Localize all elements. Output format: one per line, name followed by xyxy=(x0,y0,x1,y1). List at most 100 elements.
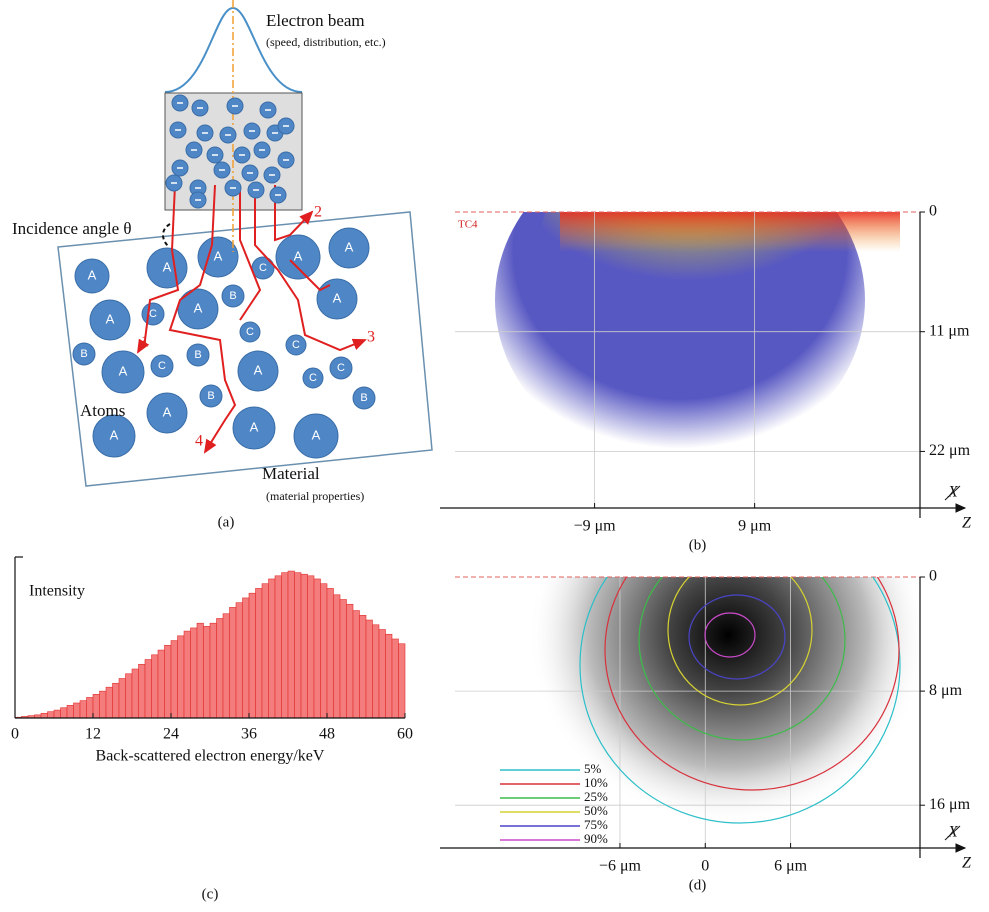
atom-label: A xyxy=(345,239,354,254)
y-axis-label: Intensity xyxy=(29,583,85,600)
atom-label: B xyxy=(194,349,201,361)
path-4 xyxy=(168,184,237,454)
bar xyxy=(216,618,224,719)
bar xyxy=(222,613,230,719)
bar xyxy=(398,643,406,719)
path-2 xyxy=(274,185,314,242)
atom-label: C xyxy=(309,372,317,384)
atom-label: C xyxy=(337,362,345,374)
y-axis-label: X xyxy=(947,824,959,841)
bar xyxy=(157,649,165,719)
x-tick-label: −6 μm xyxy=(599,858,642,875)
atom-label: C xyxy=(292,339,300,351)
panel-d: −6 μm 0 6 μm 0 8 μm 16 μm XZ (d) 5%10%25%50%75%9… xyxy=(440,568,972,893)
material-label: Material xyxy=(262,464,320,483)
bar xyxy=(365,619,373,719)
bar xyxy=(261,583,269,719)
legend-label: 75% xyxy=(584,817,608,832)
bar xyxy=(151,654,159,719)
atom-label: A xyxy=(106,311,115,326)
atom-label: A xyxy=(194,300,203,315)
y-tick-label: 16 μm xyxy=(929,796,971,813)
panel-b: −9 μm 9 μm 0 11 μm 22 μm XZ (b) TC4 xyxy=(440,203,972,553)
y-tick-label: 22 μm xyxy=(929,442,971,459)
bar xyxy=(86,697,94,719)
atom xyxy=(92,414,136,458)
bar xyxy=(203,626,211,719)
bar xyxy=(196,622,204,719)
x-tick-label: 36 xyxy=(241,726,257,743)
atom xyxy=(316,278,358,320)
beam-note: (speed, distribution, etc.) xyxy=(266,35,386,49)
atom-label: A xyxy=(254,362,263,377)
bar xyxy=(118,678,126,719)
density-map xyxy=(528,577,920,825)
x-axis-label: Z xyxy=(962,515,972,532)
atom xyxy=(352,386,376,410)
bar xyxy=(79,700,87,719)
bar xyxy=(235,602,243,719)
atom-label: A xyxy=(88,267,97,282)
bar xyxy=(105,686,113,719)
beam-label: Electron beam xyxy=(266,11,365,30)
trajectories-red xyxy=(560,212,900,252)
electron-paths xyxy=(136,184,367,454)
bar xyxy=(170,640,178,719)
bar xyxy=(183,630,191,719)
bar xyxy=(307,575,315,719)
bar xyxy=(47,711,55,719)
x-tick-label: 48 xyxy=(319,726,335,743)
atom-label: C xyxy=(149,308,157,320)
bar xyxy=(138,663,146,719)
bar xyxy=(255,588,263,719)
bar xyxy=(60,707,68,719)
bar xyxy=(248,592,256,719)
path-5 xyxy=(239,190,262,321)
atom-label: B xyxy=(80,348,87,360)
bar xyxy=(313,578,321,719)
bar xyxy=(177,635,185,719)
bar xyxy=(112,682,120,719)
bar xyxy=(73,702,81,719)
legend-label: 5% xyxy=(584,761,602,776)
bar xyxy=(92,693,100,719)
atom xyxy=(285,334,307,356)
bar xyxy=(391,638,399,719)
contours xyxy=(579,577,901,824)
material-note: (material properties) xyxy=(266,489,364,503)
material-tag: TC4 xyxy=(458,219,478,231)
contour xyxy=(704,612,756,658)
bar xyxy=(339,599,347,719)
atom-label: A xyxy=(119,363,128,378)
bar xyxy=(209,622,217,719)
bar xyxy=(333,594,341,719)
bar xyxy=(144,659,152,719)
bar xyxy=(131,668,139,719)
path-label: 2 xyxy=(314,204,322,221)
atom-label: C xyxy=(246,326,254,338)
caption: (d) xyxy=(689,877,707,893)
y-axis-label: X xyxy=(947,484,959,501)
bar xyxy=(294,572,302,719)
bar xyxy=(40,712,48,719)
atom xyxy=(302,367,324,389)
bar xyxy=(125,673,133,719)
atom-label: A xyxy=(333,290,342,305)
atom-label: C xyxy=(259,262,267,274)
path-3 xyxy=(254,185,367,352)
atom xyxy=(72,342,96,366)
x-tick-label: −9 μm xyxy=(574,518,617,535)
path-label: 4 xyxy=(195,433,203,450)
path-label: 3 xyxy=(367,329,375,346)
atoms-label: Atoms xyxy=(80,401,125,420)
bar xyxy=(352,610,360,719)
x-axis-label: Z xyxy=(962,855,972,872)
bar xyxy=(99,690,107,719)
path-label: 1 xyxy=(141,334,149,351)
path-6 xyxy=(289,259,331,292)
y-axis-arrow xyxy=(944,825,961,841)
angle-arc xyxy=(162,223,171,247)
x-tick-label: 60 xyxy=(397,726,413,743)
bar xyxy=(53,709,61,719)
